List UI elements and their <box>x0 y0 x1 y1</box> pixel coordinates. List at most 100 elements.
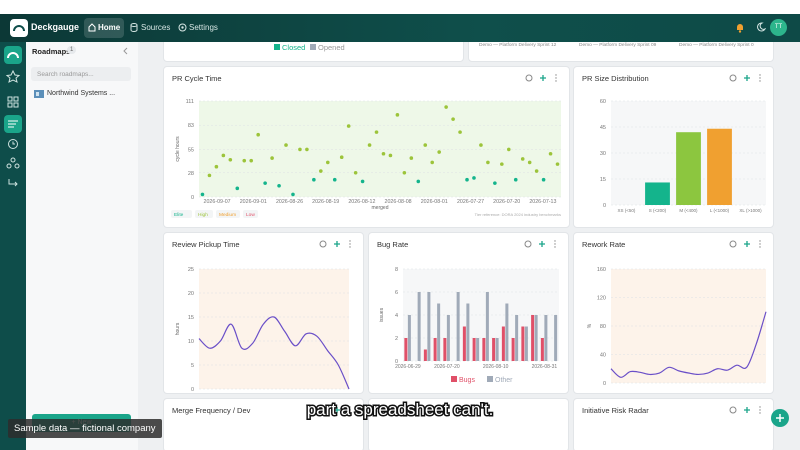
menu-dot[interactable] <box>555 80 557 82</box>
sidebar-title: Roadmaps <box>32 47 71 56</box>
menu-dot[interactable] <box>349 246 351 248</box>
rail-icons <box>4 46 22 187</box>
chart-card: Bug Rate 0 2 4 6 8 issues 2026-06-29 2026-07-20 2… <box>368 232 569 394</box>
bar <box>501 326 505 361</box>
menu-dot[interactable] <box>554 240 556 242</box>
add-icon[interactable] <box>744 241 750 247</box>
x-tick-label: 2026-09-07 <box>204 199 231 205</box>
nav-settings[interactable]: Settings <box>189 23 218 32</box>
y-tick-label: 160 <box>597 267 606 273</box>
partial-card: Demo — Platform Delivery Sprint 12 Demo —… <box>468 42 774 62</box>
menu-dot[interactable] <box>759 406 761 408</box>
menu-dot[interactable] <box>759 246 761 248</box>
legend-swatch <box>451 376 457 382</box>
x-tick-label: 2026-07-20 <box>493 199 520 205</box>
menu-dot[interactable] <box>349 240 351 242</box>
y-tick-label: 5 <box>191 363 194 369</box>
add-icon[interactable] <box>334 407 340 413</box>
card-title: PR Size Distribution <box>582 74 649 83</box>
add-icon[interactable] <box>334 241 340 247</box>
content: Closed Opened Demo — Platform Delivery Spr… <box>138 42 800 450</box>
theme-icon[interactable] <box>756 22 766 32</box>
point <box>388 153 393 158</box>
point <box>221 153 226 158</box>
menu-dot[interactable] <box>349 243 351 245</box>
info-icon[interactable] <box>319 240 327 248</box>
x-tick-label: 2026-07-27 <box>457 199 484 205</box>
point <box>360 179 365 184</box>
bar <box>495 338 499 361</box>
point <box>263 181 267 185</box>
point <box>312 177 316 182</box>
add-icon[interactable] <box>744 75 750 81</box>
menu-dot[interactable] <box>349 412 351 414</box>
point <box>325 160 330 165</box>
point <box>346 124 351 128</box>
widget-card: Merge Frequency / Dev <box>163 398 364 450</box>
info-icon[interactable] <box>319 406 327 414</box>
nav-sources[interactable]: Sources <box>141 23 171 32</box>
bar <box>511 338 515 361</box>
card-title: Initiative Risk Radar <box>582 406 649 415</box>
menu-dot[interactable] <box>759 412 761 414</box>
chart-card: PR Size Distribution 0 15 30 45 60 XS (<50) S (… <box>573 66 774 228</box>
point <box>472 176 476 180</box>
add-icon[interactable] <box>539 241 545 247</box>
collapse-icon[interactable] <box>122 47 130 55</box>
widget-card: Initiative Risk Radar <box>573 398 774 450</box>
menu-dot[interactable] <box>555 74 557 76</box>
point <box>555 162 560 166</box>
bar <box>531 315 535 361</box>
info-icon[interactable] <box>525 74 533 82</box>
info-icon[interactable] <box>729 74 737 82</box>
info-icon[interactable] <box>729 406 737 414</box>
menu-dot[interactable] <box>554 243 556 245</box>
bar <box>707 128 732 205</box>
menu-dot[interactable] <box>759 77 761 79</box>
menu-dot[interactable] <box>349 406 351 408</box>
card-title: Bug Rate <box>377 240 408 249</box>
menu-dot[interactable] <box>759 80 761 82</box>
menu-dot[interactable] <box>349 409 351 411</box>
y-axis-label: % <box>587 323 593 328</box>
menu-dot[interactable] <box>555 77 557 79</box>
menu-dot[interactable] <box>759 240 761 242</box>
x-tick-label: S (<200) <box>649 208 667 213</box>
point <box>284 143 288 147</box>
menu-dot[interactable] <box>554 246 556 248</box>
nav-home[interactable]: Home <box>98 23 121 32</box>
menu-dot[interactable] <box>759 409 761 411</box>
menu-dot[interactable] <box>759 243 761 245</box>
point <box>520 157 525 161</box>
point <box>353 170 358 175</box>
point <box>506 147 511 152</box>
nav-active[interactable] <box>84 18 124 38</box>
card-canvas: Rework Rate 0 40 80 120 160% <box>582 240 767 387</box>
bell-icon[interactable] <box>735 22 745 33</box>
y-tick-label: 0 <box>603 203 606 209</box>
x-tick-label: 2026-08-19 <box>312 199 339 205</box>
bar <box>554 315 558 361</box>
icon-rail <box>0 42 26 450</box>
point <box>332 177 337 182</box>
add-icon[interactable] <box>744 407 750 413</box>
point <box>513 177 518 182</box>
avatar[interactable]: TT <box>770 19 787 36</box>
home-icon <box>88 23 96 32</box>
info-icon[interactable] <box>524 240 532 248</box>
x-tick-label: 2026-08-31 <box>532 364 558 370</box>
card-canvas: Initiative Risk Radar <box>582 406 761 415</box>
bar <box>505 303 509 361</box>
menu-dot[interactable] <box>759 74 761 76</box>
point <box>256 132 260 137</box>
bar <box>443 338 447 361</box>
legend-label: Elite <box>174 212 184 218</box>
add-icon[interactable] <box>540 75 546 81</box>
roadmap-item[interactable]: Northwind Systems ... <box>47 90 116 97</box>
legend-label: High <box>198 212 208 218</box>
fab[interactable] <box>770 408 790 428</box>
search-box[interactable] <box>31 67 131 81</box>
x-tick-label: 2026-08-08 <box>385 199 412 205</box>
info-icon[interactable] <box>729 240 737 248</box>
card-canvas: Review Pickup Time 0 5 10 15 20 25 hours <box>172 240 351 393</box>
